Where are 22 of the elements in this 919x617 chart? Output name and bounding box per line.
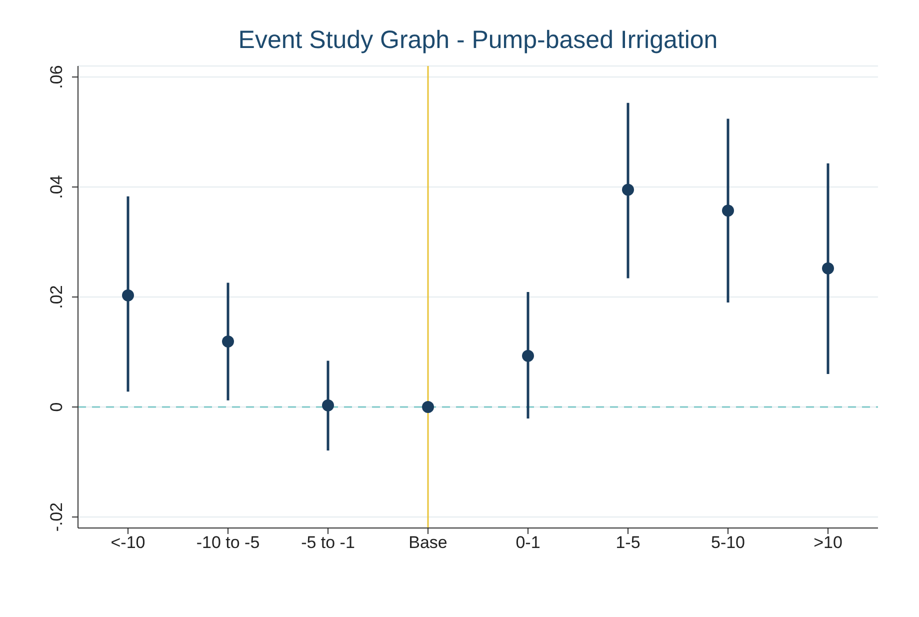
point xyxy=(222,336,234,348)
x-tick-label: 5-10 xyxy=(710,533,746,552)
point xyxy=(522,350,534,362)
y-tick-label: 0 xyxy=(47,402,66,412)
x-tick-label: <-10 xyxy=(110,533,146,552)
y-tick-label: .04 xyxy=(47,175,66,199)
point xyxy=(822,262,834,274)
x-tick-label: 1-5 xyxy=(616,533,640,552)
point xyxy=(722,204,734,217)
x-tick-label: -5 to -1 xyxy=(301,533,355,552)
point xyxy=(622,184,634,196)
point xyxy=(322,399,334,412)
y-tick-label: .06 xyxy=(47,65,66,89)
x-tick-label: -10 to -5 xyxy=(196,533,260,552)
x-tick-label: Base xyxy=(408,533,448,552)
point xyxy=(422,401,434,413)
y-tick-label: .02 xyxy=(47,285,66,309)
y-tick-label: -.02 xyxy=(47,502,66,532)
x-tick-label: >10 xyxy=(814,533,842,552)
point xyxy=(122,289,134,302)
chart-title: Event Study Graph - Pump-based Irrigation xyxy=(237,26,719,55)
x-tick-label: 0-1 xyxy=(516,533,540,552)
